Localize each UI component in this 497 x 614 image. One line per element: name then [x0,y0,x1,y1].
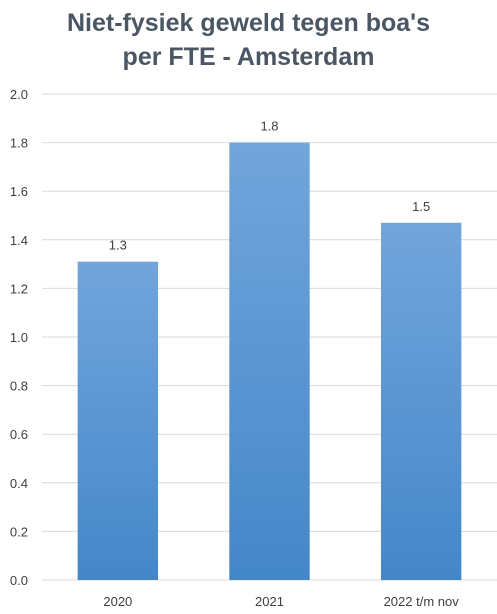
chart-title-line-2: per FTE - Amsterdam [122,43,375,71]
chart-title-line-1: Niet-fysiek geweld tegen boa's [67,9,430,37]
y-tick-label: 0.2 [10,524,28,539]
bars [77,142,462,581]
y-tick-label: 1.8 [10,136,28,151]
data-label: 1.3 [109,238,127,253]
y-tick-label: 1.4 [10,233,28,248]
y-axis-ticks: 0.0 0.2 0.4 0.6 0.8 1.0 1.2 1.4 1.6 1.8 2.0 [10,87,28,588]
y-tick-label: 1.2 [10,281,28,296]
bar-2021 [229,142,310,580]
bar-2020 [77,261,159,580]
bar-2022-t-m-nov [380,222,462,581]
y-tick-label: 0.8 [10,379,28,394]
x-tick-label: 2021 [255,594,284,609]
chart-title: Niet-fysiek geweld tegen boa's per FTE -… [0,6,497,74]
data-labels: 1.3 1.8 1.5 [109,119,430,253]
y-tick-label: 1.6 [10,184,28,199]
y-tick-label: 1.0 [10,330,28,345]
y-tick-label: 0.0 [10,573,28,588]
data-label: 1.5 [412,199,430,214]
data-label: 1.8 [260,119,278,134]
x-axis-ticks: 2020 2021 2022 t/m nov [103,594,459,609]
y-tick-label: 0.4 [10,476,28,491]
y-tick-label: 2.0 [10,87,28,102]
x-tick-label: 2022 t/m nov [384,594,460,609]
y-tick-label: 0.6 [10,427,28,442]
x-tick-label: 2020 [103,594,132,609]
